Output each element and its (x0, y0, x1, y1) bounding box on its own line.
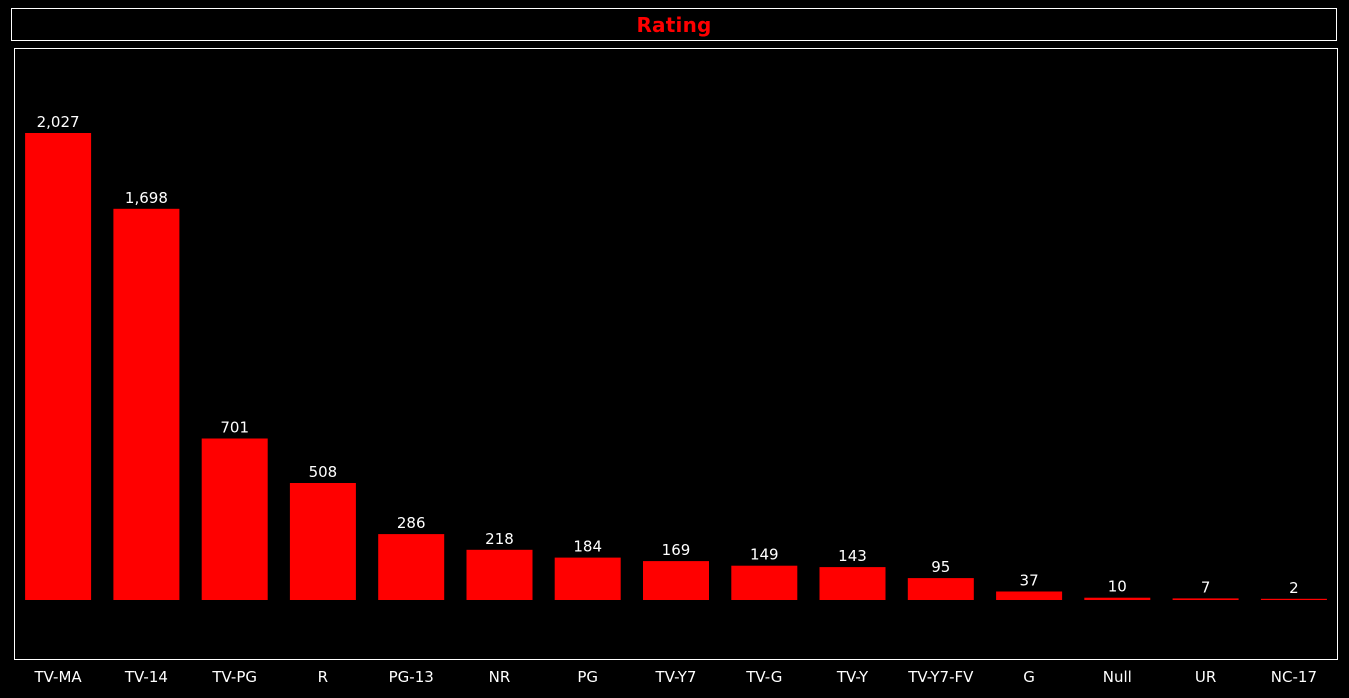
x-tick-label: PG-13 (389, 668, 434, 686)
x-tick-label: TV-Y7-FV (907, 668, 974, 686)
x-tick-label: UR (1195, 668, 1216, 686)
data-label: 149 (750, 546, 779, 564)
bars-layer (25, 133, 1327, 601)
data-label: 701 (220, 419, 249, 437)
plot-area (14, 48, 1338, 660)
bar-nr (466, 549, 533, 600)
bar-tv-14 (113, 208, 180, 601)
data-label: 2,027 (37, 113, 80, 131)
bar-tv-g (731, 565, 798, 600)
data-label: 1,698 (125, 189, 168, 207)
x-tick-label: TV-PG (211, 668, 257, 686)
x-tick-labels-layer: TV-MA TV-14 TV-PG R PG-13 NR PG TV-Y7 TV-G TV-Y TV… (34, 668, 1317, 686)
x-tick-label: G (1023, 668, 1035, 686)
data-label: 2 (1289, 579, 1299, 597)
data-label: 184 (573, 538, 602, 556)
x-tick-label: TV-MA (34, 668, 83, 686)
bar-null (1084, 597, 1151, 600)
chart-title: Rating (636, 12, 712, 37)
bar-tv-ma (25, 133, 92, 600)
x-tick-label: NR (489, 668, 511, 686)
x-tick-label: TV-Y (836, 668, 869, 686)
data-label: 37 (1020, 572, 1039, 590)
bar-pg-13 (378, 534, 445, 600)
data-label: 10 (1108, 578, 1127, 596)
x-tick-label: Null (1103, 668, 1132, 686)
data-label: 508 (309, 463, 338, 481)
data-label: 218 (485, 530, 514, 548)
x-tick-label: R (318, 668, 328, 686)
data-label: 169 (662, 541, 691, 559)
bar-r (289, 483, 356, 600)
x-tick-label: TV-14 (124, 668, 168, 686)
bar-ur (1172, 598, 1239, 600)
bar-pg (554, 557, 621, 600)
x-tick-label: TV-Y7 (655, 668, 697, 686)
bar-tv-y (819, 567, 886, 600)
data-label: 7 (1201, 578, 1211, 596)
data-label: 95 (931, 558, 950, 576)
data-label: 286 (397, 514, 426, 532)
bar-tv-y7-fv (907, 578, 974, 600)
x-tick-label: NC-17 (1271, 668, 1317, 686)
bar-nc-17 (1260, 598, 1327, 600)
value-labels-layer: 2,027 1,698 701 508 286 218 184 169 149 143 95 37 10… (37, 113, 1299, 597)
bar-tv-y7 (643, 561, 709, 600)
data-label: 143 (838, 547, 867, 565)
chart-title-box: Rating (11, 8, 1337, 41)
bar-g (996, 591, 1063, 600)
x-tick-label: TV-G (745, 668, 782, 686)
bar-tv-pg (201, 438, 268, 600)
x-tick-label: PG (577, 668, 598, 686)
